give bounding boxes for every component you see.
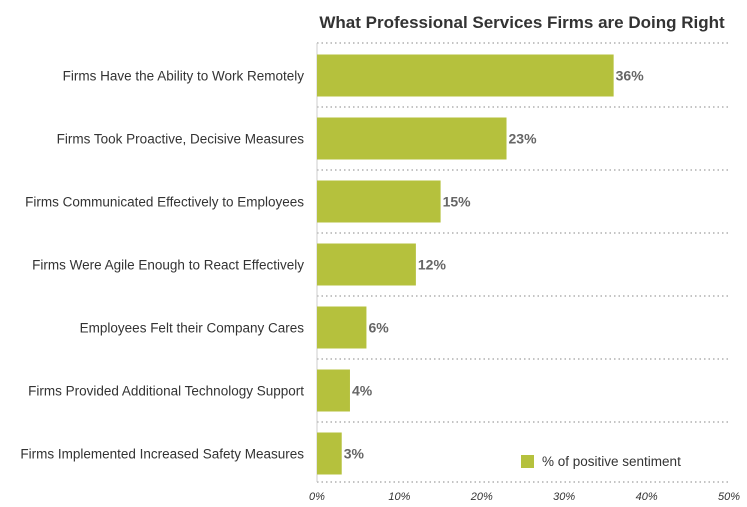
x-tick-label: 30% bbox=[553, 491, 575, 503]
category-label: Firms Have the Ability to Work Remotely bbox=[63, 69, 305, 84]
x-tick-label: 10% bbox=[388, 491, 410, 503]
value-label: 36% bbox=[616, 68, 645, 84]
bar bbox=[317, 432, 342, 475]
x-tick-label: 50% bbox=[718, 491, 740, 503]
category-label: Firms Implemented Increased Safety Measu… bbox=[20, 447, 304, 462]
legend-label: % of positive sentiment bbox=[542, 454, 681, 469]
value-label: 4% bbox=[352, 383, 373, 399]
bar bbox=[317, 54, 614, 97]
bar bbox=[317, 117, 507, 160]
category-labels: Firms Have the Ability to Work Remotely F… bbox=[20, 69, 304, 462]
bar bbox=[317, 369, 350, 412]
x-tick-label: 20% bbox=[470, 491, 493, 503]
value-labels: 36% 23% 15% 12% 6% 4% 3% bbox=[344, 68, 644, 462]
value-label: 15% bbox=[443, 194, 472, 210]
category-label: Firms Were Agile Enough to React Effecti… bbox=[32, 258, 304, 273]
legend-swatch bbox=[521, 455, 534, 468]
category-label: Firms Took Proactive, Decisive Measures bbox=[57, 132, 305, 147]
x-axis-ticks: 0% 10% 20% 30% 40% 50% bbox=[309, 491, 740, 503]
legend: % of positive sentiment bbox=[521, 454, 681, 469]
x-tick-label: 40% bbox=[636, 491, 658, 503]
chart-title: What Professional Services Firms are Doi… bbox=[319, 13, 725, 32]
category-label: Firms Communicated Effectively to Employ… bbox=[25, 195, 304, 210]
category-label: Employees Felt their Company Cares bbox=[80, 321, 305, 336]
bars-group bbox=[317, 54, 614, 475]
value-label: 3% bbox=[344, 446, 365, 462]
bar bbox=[317, 243, 416, 286]
bar bbox=[317, 180, 441, 223]
bar bbox=[317, 306, 367, 349]
category-label: Firms Provided Additional Technology Sup… bbox=[28, 384, 304, 399]
x-tick-label: 0% bbox=[309, 491, 325, 503]
value-label: 6% bbox=[368, 320, 389, 336]
value-label: 12% bbox=[418, 257, 447, 273]
value-label: 23% bbox=[509, 131, 538, 147]
